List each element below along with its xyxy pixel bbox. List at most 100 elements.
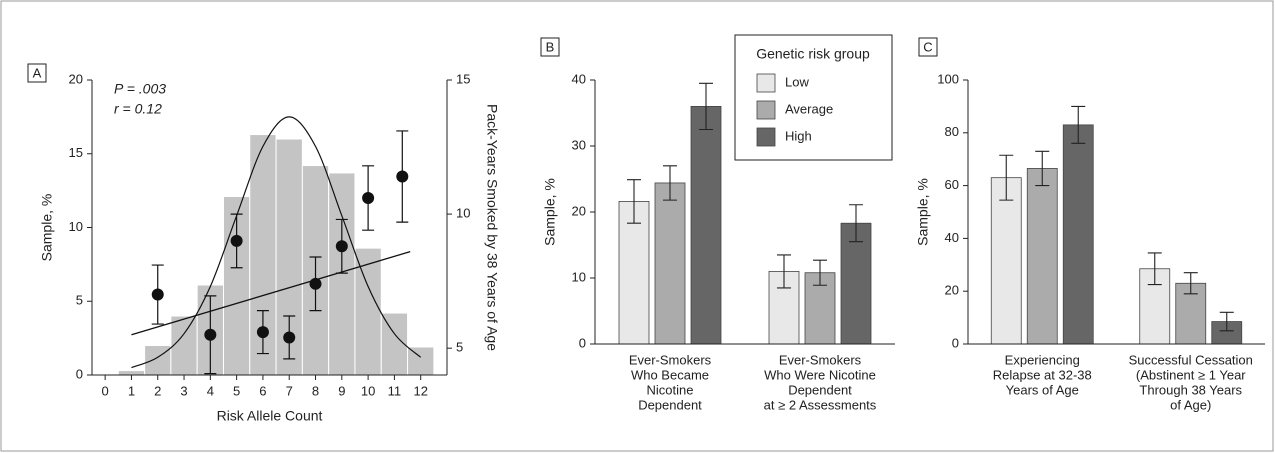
x-tick-label: Ever-Smokers xyxy=(779,352,862,367)
y-tick-label: 15 xyxy=(69,145,83,160)
panel-label: A xyxy=(33,65,42,80)
panel-label: B xyxy=(546,39,555,54)
distribution-curve xyxy=(131,116,422,369)
x-tick-label: Who Became xyxy=(631,367,709,382)
y-tick-label: 20 xyxy=(572,203,586,218)
x-tick-label: Experiencing xyxy=(1005,352,1080,367)
x-tick-label: Ever-Smokers xyxy=(629,352,712,367)
y2-tick-label: 15 xyxy=(456,71,470,86)
panel-label-box xyxy=(918,37,938,57)
x-tick-label: Dependent xyxy=(788,382,852,397)
annotation: P = .003 xyxy=(114,81,166,97)
x-tick-label: 1 xyxy=(128,383,135,398)
error-bar xyxy=(777,254,791,289)
x-tick-label: 10 xyxy=(361,383,375,398)
legend-title: Genetic risk group xyxy=(756,46,870,62)
data-point xyxy=(283,331,296,344)
data-point xyxy=(151,288,164,301)
histogram-bar xyxy=(144,345,172,376)
y-tick-label: 0 xyxy=(76,366,83,381)
bar xyxy=(690,106,722,345)
error-bar xyxy=(627,179,641,224)
y-tick-label: 30 xyxy=(572,137,586,152)
x-tick-label: (Abstinent ≥ 1 Year xyxy=(1136,367,1246,382)
error-bar xyxy=(663,165,677,201)
legend-label: Low xyxy=(785,74,809,89)
y-tick-label: 40 xyxy=(572,71,586,86)
data-point xyxy=(335,240,348,253)
x-tick-label: 12 xyxy=(413,383,427,398)
data-point xyxy=(309,277,322,290)
fit-line xyxy=(131,251,411,336)
data-point xyxy=(256,326,269,339)
x-tick-label: 3 xyxy=(180,383,187,398)
x-tick-label: 2 xyxy=(154,383,161,398)
annotation: r = 0.12 xyxy=(114,101,162,117)
y-tick-label: 5 xyxy=(76,293,83,308)
y-tick-label: 100 xyxy=(937,71,959,86)
error-bar xyxy=(813,259,827,286)
y-tick-label: 10 xyxy=(572,269,586,284)
histogram-bar xyxy=(354,247,382,376)
histogram-bar xyxy=(407,346,435,376)
x-tick-label: Dependent xyxy=(638,397,702,412)
x-tick-label: of Age) xyxy=(1170,397,1211,412)
legend-label: High xyxy=(785,128,812,143)
x-tick-label: 5 xyxy=(233,383,240,398)
x-tick-label: 0 xyxy=(102,383,109,398)
histogram-bar xyxy=(328,172,356,376)
x-tick-label: 6 xyxy=(259,383,266,398)
y-axis-label: Sample, % xyxy=(39,194,55,262)
y-tick-label: 20 xyxy=(69,71,83,86)
legend-swatch xyxy=(756,73,776,93)
x-tick-label: 4 xyxy=(207,383,214,398)
x-tick-label: Who Were Nicotine xyxy=(764,367,876,382)
y2-tick-label: 10 xyxy=(456,206,470,221)
error-bar xyxy=(849,204,863,243)
panel-label: C xyxy=(923,39,932,54)
histogram-bar xyxy=(380,312,409,376)
histogram-bar xyxy=(117,370,146,376)
error-bar xyxy=(1147,252,1162,286)
error-bar xyxy=(1219,311,1234,332)
y2-axis-label: Pack-Years Smoked by 38 Years of Age xyxy=(484,104,500,351)
error-bar xyxy=(1183,272,1198,295)
legend-swatch xyxy=(756,100,776,120)
legend-swatch xyxy=(756,127,776,147)
data-point xyxy=(396,170,409,183)
bar xyxy=(1139,268,1171,345)
x-axis-label: Risk Allele Count xyxy=(217,408,323,424)
y2-tick-label: 5 xyxy=(456,340,463,355)
panel-label-box xyxy=(27,63,47,83)
y-tick-label: 0 xyxy=(579,335,586,350)
bar xyxy=(654,182,686,345)
y-tick-label: 0 xyxy=(952,335,959,350)
bar xyxy=(1026,168,1058,345)
bar xyxy=(1062,124,1094,345)
y-axis-label: Sample, % xyxy=(915,178,931,246)
x-tick-label: Through 38 Years xyxy=(1139,382,1242,397)
panel-label-box xyxy=(540,37,560,57)
data-point xyxy=(204,328,217,341)
y-tick-label: 20 xyxy=(945,283,959,298)
y-tick-label: 40 xyxy=(945,230,959,245)
y-tick-label: 60 xyxy=(945,177,959,192)
error-bar xyxy=(1035,150,1050,187)
x-tick-label: Years of Age xyxy=(1006,382,1079,397)
x-tick-label: 11 xyxy=(388,383,402,398)
x-tick-label: 8 xyxy=(312,383,319,398)
bar xyxy=(990,177,1022,345)
legend-label: Average xyxy=(785,101,833,116)
error-bar xyxy=(699,82,713,131)
x-tick-label: 7 xyxy=(286,383,293,398)
x-tick-label: at ≥ 2 Assessments xyxy=(764,397,877,412)
data-point xyxy=(230,234,243,247)
y-tick-label: 80 xyxy=(945,124,959,139)
x-tick-label: Nicotine xyxy=(647,382,694,397)
x-tick-label: Relapse at 32-38 xyxy=(993,367,1092,382)
x-tick-label: 9 xyxy=(338,383,345,398)
y-axis-label: Sample, % xyxy=(542,178,558,246)
x-tick-label: Successful Cessation xyxy=(1129,352,1253,367)
